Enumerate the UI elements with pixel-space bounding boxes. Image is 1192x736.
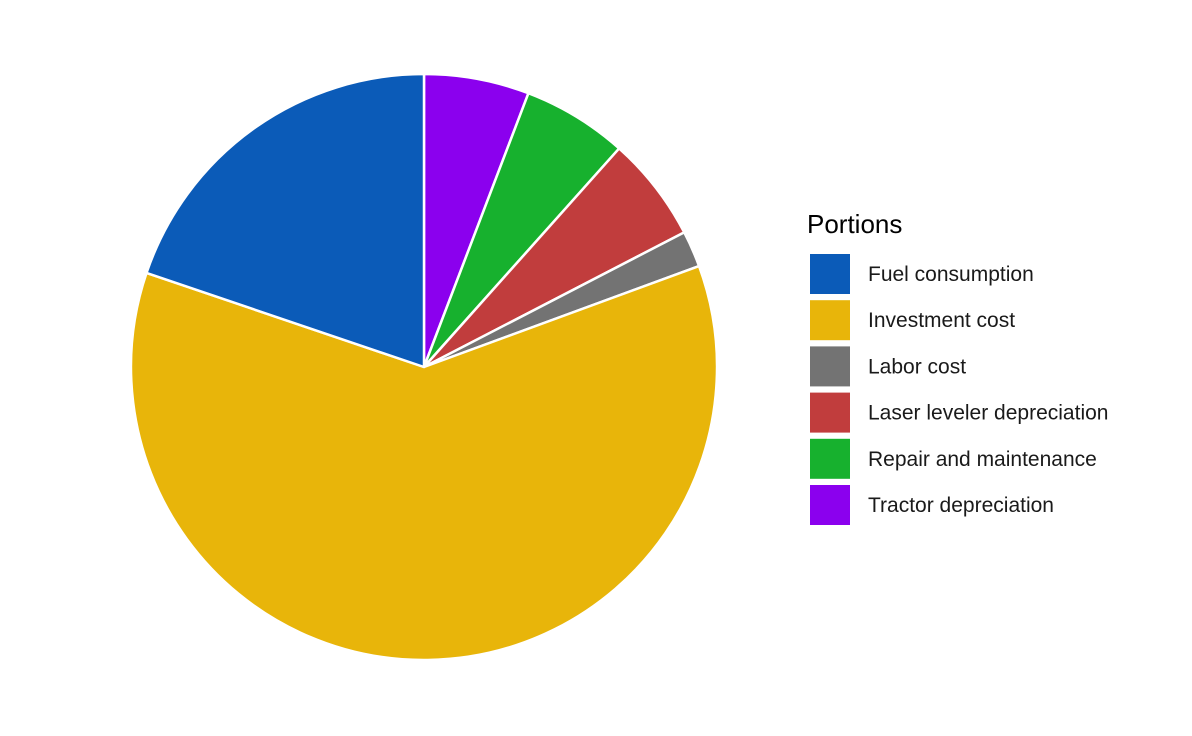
- legend-key-laser-leveler-depreciation: [810, 392, 850, 433]
- legend-key-fuel-consumption: [810, 254, 850, 294]
- legend-item-labor-cost: Labor cost: [810, 346, 966, 387]
- legend-item-fuel-consumption: Fuel consumption: [810, 254, 1034, 294]
- legend: Portions Fuel consumption Investment cost…: [807, 209, 1108, 525]
- legend-title: Portions: [807, 209, 902, 239]
- legend-items: Fuel consumption Investment cost Labor cos…: [810, 254, 1108, 525]
- legend-label-tractor-depreciation: Tractor depreciation: [868, 494, 1054, 517]
- legend-item-laser-leveler-depreciation: Laser leveler depreciation: [810, 392, 1108, 433]
- legend-item-tractor-depreciation: Tractor depreciation: [810, 485, 1054, 525]
- legend-key-repair-and-maintenance: [810, 438, 850, 479]
- legend-label-investment-cost: Investment cost: [868, 309, 1015, 332]
- pie-slice-fuel-consumption: [145, 72, 426, 369]
- pie-slice-investment-cost: [129, 264, 719, 662]
- pie-slices: [129, 72, 719, 662]
- legend-key-labor-cost: [810, 346, 850, 387]
- legend-key-investment-cost: [810, 300, 850, 341]
- legend-label-repair-and-maintenance: Repair and maintenance: [868, 448, 1097, 471]
- legend-item-repair-and-maintenance: Repair and maintenance: [810, 438, 1097, 479]
- legend-key-tractor-depreciation: [810, 485, 850, 525]
- legend-item-investment-cost: Investment cost: [810, 300, 1015, 341]
- legend-label-laser-leveler-depreciation: Laser leveler depreciation: [868, 402, 1108, 425]
- legend-label-labor-cost: Labor cost: [868, 355, 966, 378]
- legend-label-fuel-consumption: Fuel consumption: [868, 263, 1034, 286]
